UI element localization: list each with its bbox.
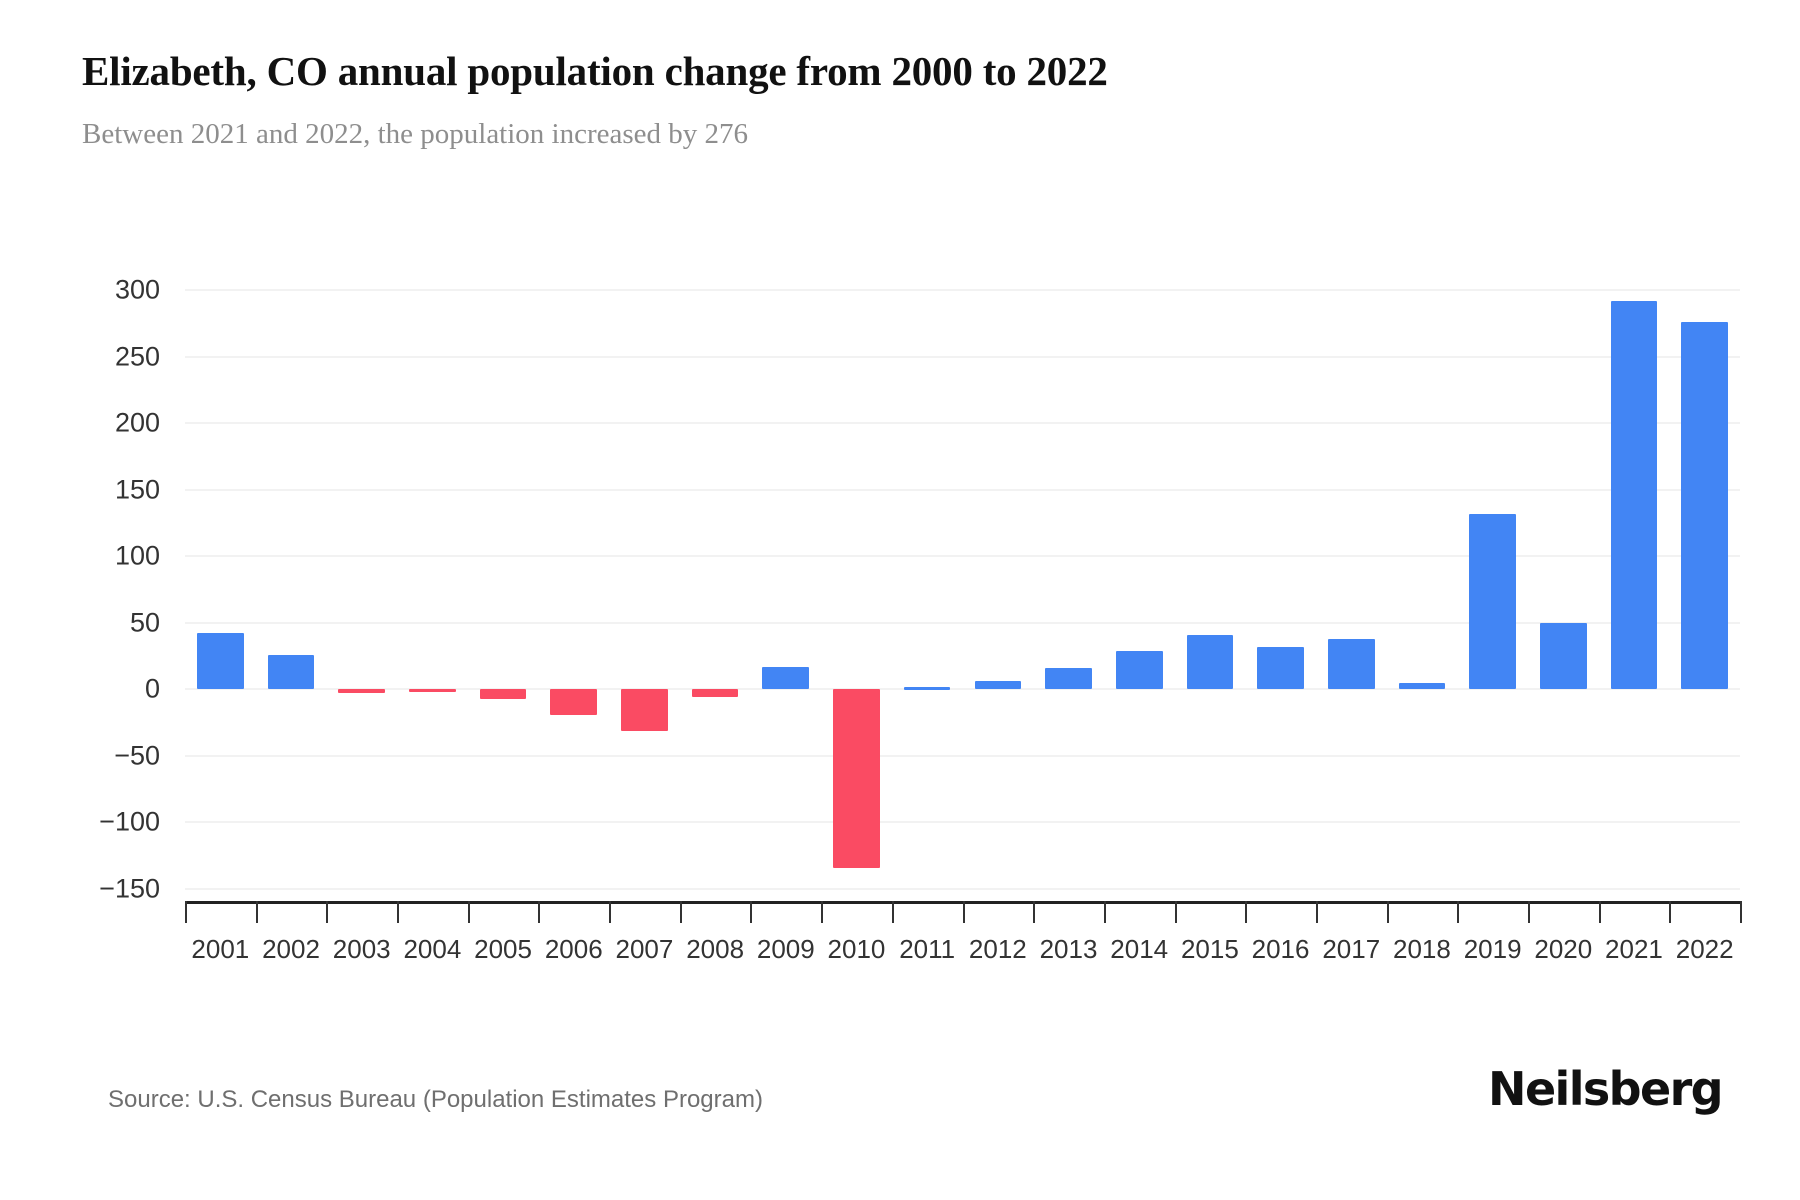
- x-axis-tick-label: 2009: [756, 934, 815, 964]
- x-axis-tick-mark: [1033, 901, 1036, 923]
- x-axis-tick-label: 2008: [686, 934, 745, 964]
- gridline: [185, 688, 1740, 691]
- x-axis-tick-mark: [1245, 901, 1248, 923]
- x-axis-tick-mark: [1740, 901, 1742, 923]
- x-axis-tick-mark: [538, 901, 541, 923]
- x-axis-tick-mark: [962, 901, 965, 923]
- source-note: Source: U.S. Census Bureau (Population E…: [108, 1086, 763, 1113]
- bar-2012[interactable]: [974, 681, 1022, 690]
- y-axis-tick-label: −100: [99, 806, 160, 837]
- bar-2003[interactable]: [338, 689, 386, 694]
- x-axis-tick-label: 2022: [1675, 934, 1734, 964]
- x-axis-tick-label: 2005: [474, 934, 532, 964]
- x-axis-tick-label: 2021: [1605, 934, 1663, 964]
- bar-2013[interactable]: [1045, 668, 1092, 690]
- bar-2022[interactable]: [1681, 321, 1728, 690]
- bar-2019[interactable]: [1469, 513, 1516, 690]
- bar-2020[interactable]: [1539, 622, 1587, 690]
- y-axis-tick-label: 200: [114, 407, 160, 438]
- bar-2006[interactable]: [550, 689, 598, 715]
- y-axis-tick-label: −50: [114, 740, 160, 771]
- bar-2011[interactable]: [903, 686, 951, 690]
- x-axis-tick-mark: [1386, 901, 1389, 923]
- gridline: [185, 422, 1740, 425]
- x-axis-tick-label: 2003: [332, 934, 391, 964]
- bar-2018[interactable]: [1398, 682, 1446, 690]
- x-axis-tick-mark: [891, 901, 894, 923]
- x-axis-tick-mark: [185, 901, 187, 923]
- x-axis-tick-label: 2016: [1251, 934, 1310, 964]
- page-title: Elizabeth, CO annual population change f…: [82, 48, 1108, 94]
- x-axis-tick-label: 2014: [1110, 934, 1169, 964]
- brand-logo: Neilsberg: [1488, 1062, 1724, 1116]
- bar-2014[interactable]: [1115, 650, 1163, 690]
- gridline: [185, 821, 1740, 824]
- y-axis-tick-label: 50: [129, 607, 160, 638]
- x-axis-tick-label: 2002: [262, 934, 320, 964]
- gridline: [185, 754, 1740, 757]
- bar-2010[interactable]: [833, 689, 880, 868]
- x-axis-tick-label: 2019: [1463, 934, 1522, 964]
- x-axis-tick-mark: [1174, 901, 1177, 923]
- bar-2021[interactable]: [1610, 300, 1658, 690]
- gridline: [185, 355, 1740, 358]
- y-axis-tick-label: 250: [114, 341, 160, 372]
- x-axis-tick-label: 2011: [899, 934, 956, 964]
- bar-2015[interactable]: [1186, 634, 1234, 690]
- x-axis-tick-label: 2001: [191, 934, 250, 964]
- bar-2002[interactable]: [267, 654, 315, 690]
- x-axis-tick-label: 2018: [1393, 934, 1451, 964]
- x-axis-tick-mark: [1669, 901, 1672, 923]
- x-axis-tick-mark: [467, 901, 470, 923]
- bar-2004[interactable]: [409, 689, 456, 693]
- y-axis-tick-label: 0: [144, 673, 160, 704]
- bar-2009[interactable]: [762, 666, 810, 690]
- bar-2008[interactable]: [691, 689, 739, 698]
- bar-2016[interactable]: [1257, 646, 1304, 690]
- y-axis-tick-label: 300: [114, 274, 160, 305]
- x-axis-tick-mark: [1598, 901, 1601, 923]
- x-axis-tick-mark: [1527, 901, 1530, 923]
- y-axis-tick-label: −150: [99, 873, 160, 904]
- chart-subtitle: Between 2021 and 2022, the population in…: [82, 118, 749, 151]
- bar-2005[interactable]: [479, 689, 527, 699]
- x-axis-tick-mark: [1103, 901, 1106, 923]
- y-axis-tick-label: 150: [114, 474, 160, 505]
- x-axis-tick-mark: [255, 901, 258, 923]
- x-axis-tick-mark: [821, 901, 824, 923]
- x-axis-tick-label: 2013: [1039, 934, 1098, 964]
- x-axis-tick-mark: [397, 901, 400, 923]
- x-axis-tick-mark: [1315, 901, 1318, 923]
- x-axis-tick-label: 2020: [1534, 934, 1593, 964]
- x-axis-tick-label: 2015: [1180, 934, 1239, 964]
- gridline: [185, 621, 1740, 624]
- x-axis-tick-mark: [750, 901, 753, 923]
- bar-2007[interactable]: [621, 689, 668, 731]
- x-axis-tick-label: 2004: [403, 934, 462, 964]
- y-axis-tick-label: 100: [114, 540, 160, 571]
- x-axis-tick-mark: [679, 901, 682, 923]
- chart-header: Elizabeth, CO annual population change f…: [82, 48, 1722, 152]
- x-axis-tick-mark: [609, 901, 612, 923]
- x-axis-tick-label: 2017: [1322, 934, 1381, 964]
- x-axis-tick-label: 2012: [968, 934, 1027, 964]
- bar-2001[interactable]: [197, 633, 244, 690]
- x-axis-tick-mark: [1457, 901, 1460, 923]
- gridline: [185, 488, 1740, 491]
- gridline: [185, 289, 1740, 291]
- x-axis-tick-label: 2010: [827, 934, 886, 964]
- x-axis-tick-label: 2007: [615, 934, 674, 964]
- gridline: [185, 555, 1740, 558]
- x-axis-tick-mark: [326, 901, 329, 923]
- gridline: [185, 888, 1740, 890]
- bar-2017[interactable]: [1327, 638, 1375, 690]
- x-axis-tick-label: 2006: [544, 934, 603, 964]
